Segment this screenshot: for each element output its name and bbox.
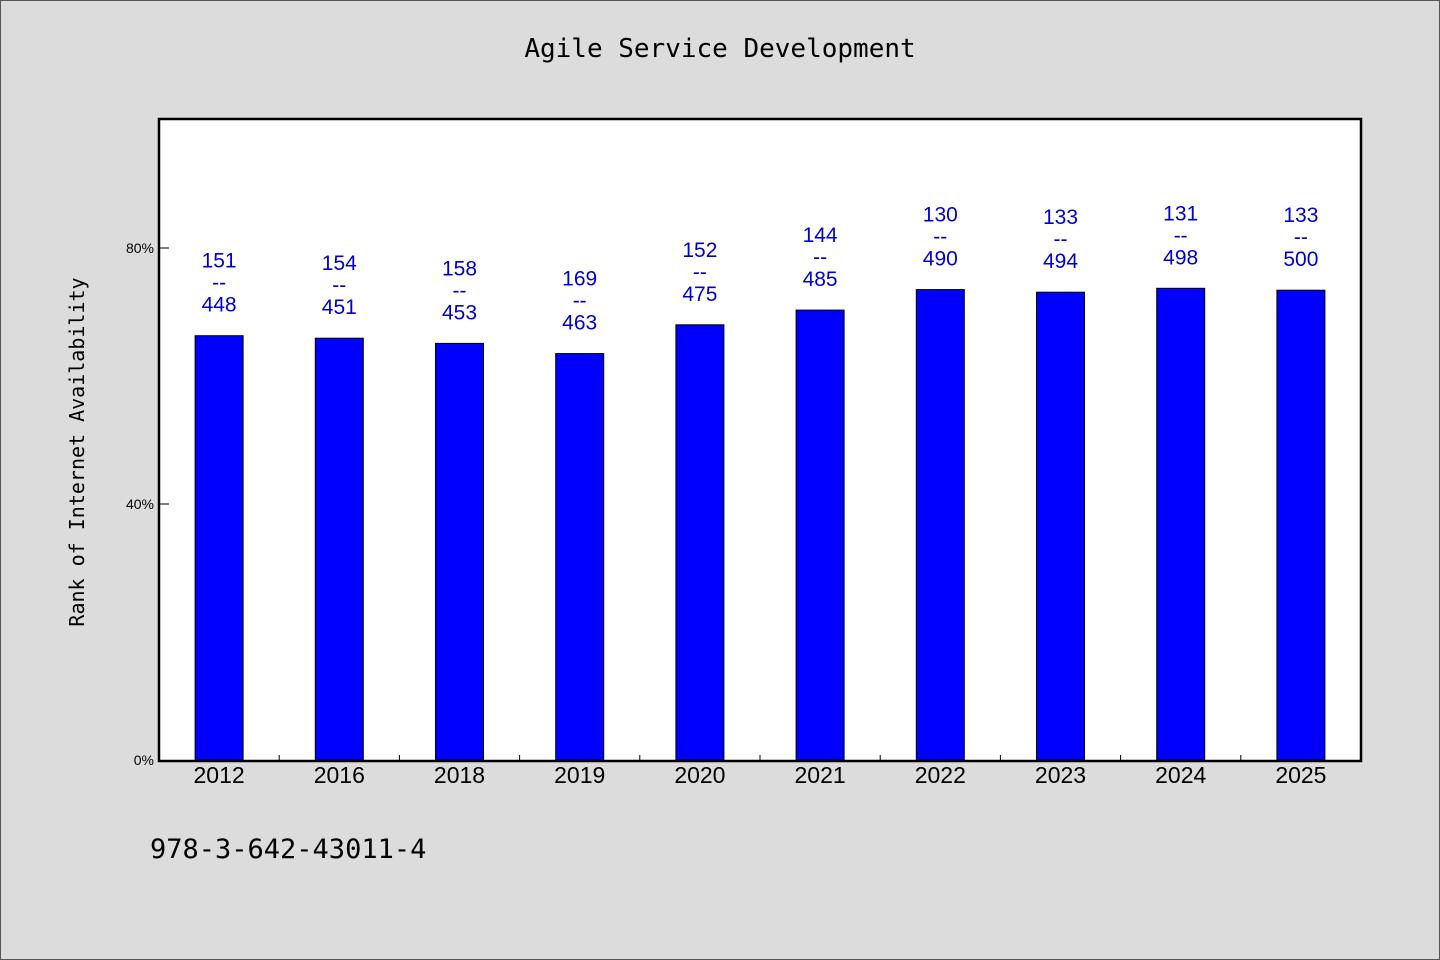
data-label-numerator: 133	[1283, 204, 1318, 227]
x-tick-label-2025: 2025	[1275, 762, 1326, 788]
data-label-numerator: 154	[322, 252, 357, 275]
data-label-2012: 151--448	[202, 250, 237, 317]
data-label-denominator: 498	[1163, 246, 1198, 269]
data-label-denominator: 494	[1043, 250, 1078, 273]
data-label-2025: 133--500	[1283, 204, 1318, 271]
data-label-denominator: 463	[562, 312, 597, 335]
x-axis-ticks: 2012 2016 2018 2019 2020 2021 2022 2023 2024 2025	[194, 755, 1326, 788]
bars-layer	[194, 287, 1326, 761]
y-axis-label: Rank of Internet Availability	[65, 277, 89, 626]
x-tick-label-2016: 2016	[314, 762, 365, 788]
data-label-denominator: 490	[923, 248, 958, 271]
data-label-2024: 131--498	[1163, 202, 1198, 269]
x-tick-label-2020: 2020	[674, 762, 725, 788]
data-label-numerator: 130	[923, 204, 958, 227]
data-label-separator: --	[453, 279, 467, 302]
data-label-2019: 169--463	[562, 268, 597, 335]
x-tick-label-2023: 2023	[1035, 762, 1086, 788]
data-label-separator: --	[573, 290, 587, 313]
data-label-denominator: 453	[442, 301, 477, 324]
data-label-2021: 144--485	[803, 224, 838, 291]
bar-2021	[795, 309, 845, 761]
data-label-2018: 158--453	[442, 257, 477, 324]
bar-2024	[1156, 287, 1206, 761]
data-label-separator: --	[212, 272, 226, 295]
data-label-numerator: 158	[442, 257, 477, 280]
data-label-separator: --	[1294, 226, 1308, 249]
bar-2016	[314, 337, 364, 761]
x-tick-label-2019: 2019	[554, 762, 605, 788]
data-label-numerator: 133	[1043, 206, 1078, 229]
y-tick-label-80: 80%	[126, 240, 154, 256]
x-tick-label-2021: 2021	[795, 762, 846, 788]
bar-2023	[1036, 291, 1085, 761]
data-label-separator: --	[813, 246, 827, 269]
data-label-denominator: 475	[682, 283, 717, 306]
data-label-denominator: 451	[322, 296, 357, 319]
data-label-numerator: 169	[562, 268, 597, 291]
data-label-2022: 130--490	[923, 204, 958, 271]
data-label-2016: 154--451	[322, 252, 357, 319]
data-label-2020: 152--475	[682, 239, 717, 306]
data-label-separator: --	[693, 261, 707, 284]
bar-2019	[555, 353, 605, 761]
data-label-separator: --	[332, 274, 346, 297]
x-tick-label-2024: 2024	[1155, 762, 1206, 788]
bar-2025	[1276, 289, 1326, 761]
data-label-denominator: 448	[202, 294, 237, 317]
data-label-separator: --	[1174, 224, 1188, 247]
data-label-numerator: 144	[803, 224, 838, 247]
y-tick-label-0: 0%	[134, 752, 154, 768]
y-tick-label-40: 40%	[126, 496, 154, 512]
y-axis-ticks: 0% 40% 80%	[126, 240, 169, 768]
x-tick-label-2018: 2018	[434, 762, 485, 788]
data-label-denominator: 485	[803, 268, 838, 291]
x-tick-label-2022: 2022	[915, 762, 966, 788]
data-labels-layer: 151--448154--451158--453169--463152--475…	[202, 202, 1319, 334]
bar-2012	[194, 335, 244, 761]
x-tick-label-2012: 2012	[194, 762, 245, 788]
data-label-separator: --	[933, 226, 947, 249]
bar-2020	[675, 324, 725, 761]
bar-2018	[435, 342, 484, 761]
data-label-numerator: 152	[682, 239, 717, 262]
data-label-numerator: 151	[202, 250, 237, 273]
chart-title: Agile Service Development	[524, 34, 916, 64]
isbn-footnote: 978-3-642-43011-4	[150, 834, 427, 865]
bar-2022	[915, 289, 965, 761]
data-label-separator: --	[1054, 228, 1068, 251]
data-label-denominator: 500	[1283, 248, 1318, 271]
data-label-numerator: 131	[1163, 202, 1198, 225]
data-label-2023: 133--494	[1043, 206, 1078, 273]
